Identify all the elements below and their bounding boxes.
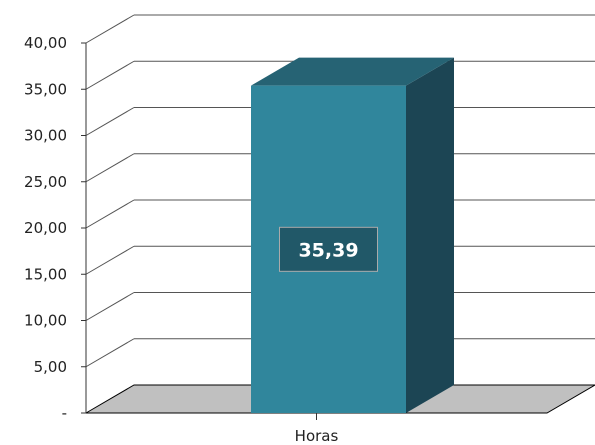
y-tick-label: - [62, 404, 67, 422]
y-tick-label: 10,00 [24, 312, 67, 330]
y-tick-label: 35,00 [24, 80, 67, 98]
y-tick-label: 30,00 [24, 127, 67, 145]
gridline-diagonal [85, 60, 135, 90]
y-tick-label: 20,00 [24, 219, 67, 237]
data-label: 35,39 [298, 239, 358, 261]
y-tick-label: 15,00 [24, 265, 67, 283]
axes: - 5,00 10,00 15,00 20,00 25,00 30,00 35,00 40,00… [24, 34, 338, 445]
gridline-diagonal [85, 199, 135, 229]
gridline-diagonal [85, 14, 135, 44]
y-tick-label: 5,00 [34, 358, 67, 376]
gridline-diagonal [85, 245, 135, 275]
gridline-diagonal [85, 153, 135, 183]
y-tick-label: 25,00 [24, 173, 67, 191]
y-tick-label: 40,00 [24, 34, 67, 52]
gridline-diagonal [85, 292, 135, 321]
labels: 35,39 [279, 226, 378, 272]
gridline-diagonal [85, 107, 135, 136]
gridline-diagonal [85, 338, 135, 368]
x-tick-label: Horas [295, 427, 339, 445]
bar-top [251, 57, 454, 86]
bar-side [406, 57, 454, 413]
data-label-box [279, 226, 378, 272]
